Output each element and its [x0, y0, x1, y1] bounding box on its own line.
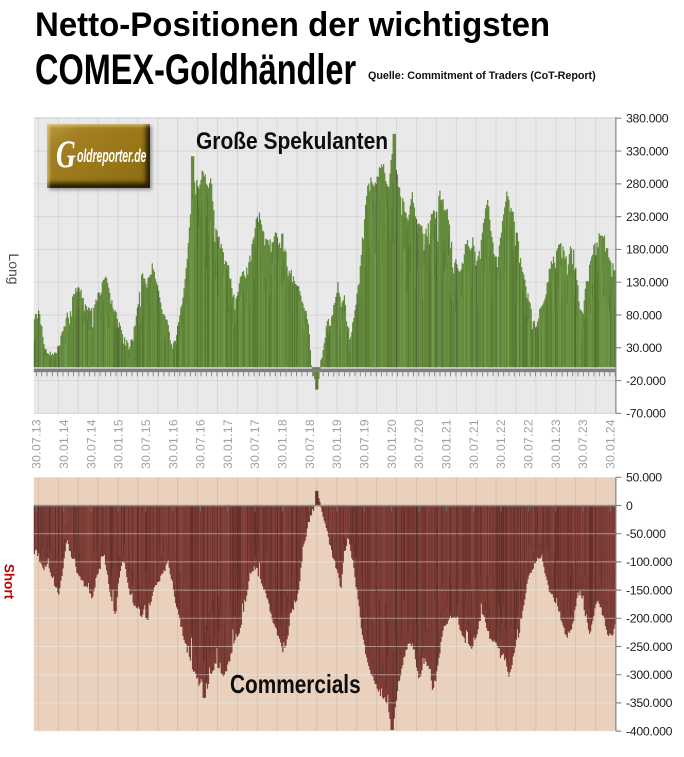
svg-text:30.01.15: 30.01.15 — [112, 419, 126, 469]
svg-text:30.000: 30.000 — [626, 341, 662, 355]
svg-text:30.07.15: 30.07.15 — [139, 419, 153, 469]
svg-text:-50.000: -50.000 — [626, 527, 666, 541]
svg-text:30.01.19: 30.01.19 — [330, 419, 344, 469]
svg-text:30.07.18: 30.07.18 — [303, 419, 317, 469]
svg-text:230.000: 230.000 — [626, 210, 669, 224]
svg-text:30.01.18: 30.01.18 — [276, 419, 290, 469]
svg-text:80.000: 80.000 — [626, 308, 662, 322]
svg-text:30.07.19: 30.07.19 — [358, 419, 372, 469]
svg-text:-100.000: -100.000 — [626, 555, 673, 569]
svg-text:-20.000: -20.000 — [626, 374, 666, 388]
svg-text:280.000: 280.000 — [626, 177, 669, 191]
svg-text:30.07.21: 30.07.21 — [467, 419, 481, 469]
svg-text:30.01.23: 30.01.23 — [549, 419, 563, 469]
svg-text:30.07.23: 30.07.23 — [576, 419, 590, 469]
svg-text:-400.000: -400.000 — [626, 724, 673, 738]
svg-text:30.07.17: 30.07.17 — [248, 419, 262, 469]
svg-text:30.07.14: 30.07.14 — [84, 419, 98, 469]
svg-text:30.01.16: 30.01.16 — [166, 419, 180, 469]
svg-text:130.000: 130.000 — [626, 276, 669, 290]
svg-text:-350.000: -350.000 — [626, 696, 673, 710]
svg-text:0: 0 — [626, 499, 633, 513]
svg-text:30.01.20: 30.01.20 — [385, 419, 399, 469]
svg-text:-150.000: -150.000 — [626, 583, 673, 597]
svg-text:30.01.24: 30.01.24 — [604, 419, 618, 469]
svg-text:30.07.13: 30.07.13 — [30, 419, 44, 469]
svg-text:30.01.14: 30.01.14 — [57, 419, 71, 469]
svg-text:50.000: 50.000 — [626, 471, 662, 485]
svg-text:30.07.16: 30.07.16 — [194, 419, 208, 469]
svg-text:180.000: 180.000 — [626, 243, 669, 257]
svg-text:380.000: 380.000 — [626, 112, 669, 126]
svg-text:-70.000: -70.000 — [626, 407, 666, 421]
svg-text:30.07.20: 30.07.20 — [412, 419, 426, 469]
svg-text:30.01.17: 30.01.17 — [221, 419, 235, 469]
svg-text:-200.000: -200.000 — [626, 612, 673, 626]
svg-text:330.000: 330.000 — [626, 144, 669, 158]
svg-text:30.07.22: 30.07.22 — [522, 419, 536, 469]
svg-text:30.01.21: 30.01.21 — [440, 419, 454, 469]
svg-text:-300.000: -300.000 — [626, 668, 673, 682]
svg-text:-250.000: -250.000 — [626, 640, 673, 654]
svg-text:30.01.22: 30.01.22 — [494, 419, 508, 469]
